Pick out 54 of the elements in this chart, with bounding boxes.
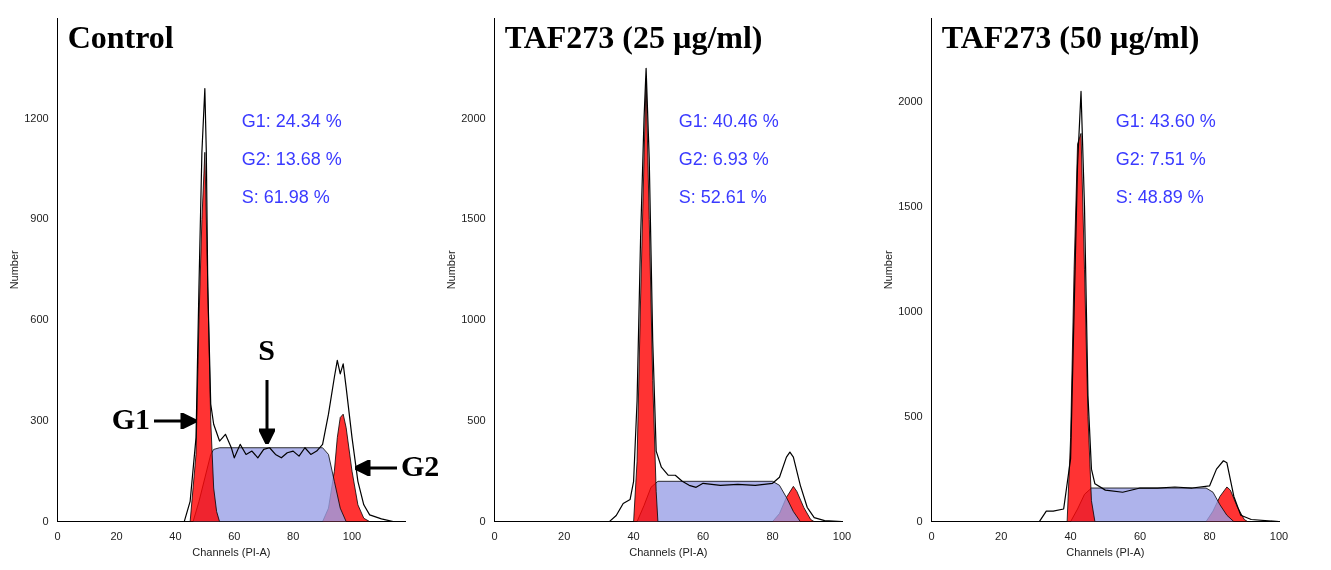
x-tick-label: 0 [491, 530, 498, 543]
x-tick-label: 100 [832, 530, 852, 543]
annotation: G2: 7.51 % [1115, 148, 1206, 169]
y-tick-label: 0 [42, 514, 49, 527]
y-tick-label: 1200 [24, 111, 49, 124]
y-tick-label: 0 [916, 514, 923, 527]
chart-title: TAF273 (25 µg/ml) [504, 19, 763, 56]
x-tick-label: 100 [342, 530, 362, 543]
y-tick-label: 300 [30, 413, 49, 426]
y-tick-label: 0 [479, 514, 486, 527]
annotation: G1: 40.46 % [678, 110, 779, 131]
chart-title: Control [67, 19, 174, 56]
x-tick-label: 60 [1133, 530, 1147, 543]
x-tick-label: 80 [1203, 530, 1216, 543]
annotation: G2: 6.93 % [678, 148, 769, 169]
y-tick-label: 1000 [898, 304, 923, 317]
y-tick-label: 1500 [898, 199, 923, 212]
x-axis-title: Channels (PI-A) [629, 546, 708, 559]
y-axis-title: Number [881, 249, 894, 290]
x-axis-title: Channels (PI-A) [1066, 546, 1145, 559]
x-tick-label: 40 [1064, 530, 1077, 543]
annotation: S: 48.89 % [1115, 186, 1204, 207]
y-tick-label: 600 [30, 313, 49, 326]
x-tick-label: 20 [995, 530, 1008, 543]
x-tick-label: 80 [287, 530, 300, 543]
x-tick-label: 40 [627, 530, 640, 543]
y-axis-title: Number [7, 249, 20, 290]
x-tick-label: 100 [1269, 530, 1289, 543]
y-tick-label: 500 [904, 409, 923, 422]
x-tick-label: 20 [558, 530, 571, 543]
chart-title: TAF273 (50 µg/ml) [941, 19, 1200, 56]
x-tick-label: 20 [110, 530, 123, 543]
x-tick-label: 60 [228, 530, 241, 543]
y-tick-label: 2000 [898, 94, 923, 107]
y-tick-label: 1000 [461, 313, 486, 326]
y-axis-title: Number [444, 249, 457, 290]
annotation: G1: 24.34 % [241, 110, 342, 131]
annotation: G1 [111, 401, 151, 435]
y-tick-label: 500 [467, 413, 486, 426]
x-tick-label: 40 [169, 530, 182, 543]
x-tick-label: 0 [54, 530, 61, 543]
annotation: S [258, 333, 275, 367]
x-tick-label: 80 [766, 530, 779, 543]
annotation: G1: 43.60 % [1115, 110, 1216, 131]
x-tick-label: 60 [696, 530, 710, 543]
y-tick-label: 1500 [461, 212, 486, 225]
annotation: G2 [400, 448, 440, 482]
y-tick-label: 2000 [461, 111, 486, 124]
y-tick-label: 900 [30, 212, 49, 225]
annotation: S: 61.98 % [241, 186, 330, 207]
x-tick-label: 0 [928, 530, 935, 543]
annotation: S: 52.61 % [678, 186, 767, 207]
annotation: G2: 13.68 % [241, 148, 342, 169]
x-axis-title: Channels (PI-A) [192, 546, 271, 559]
